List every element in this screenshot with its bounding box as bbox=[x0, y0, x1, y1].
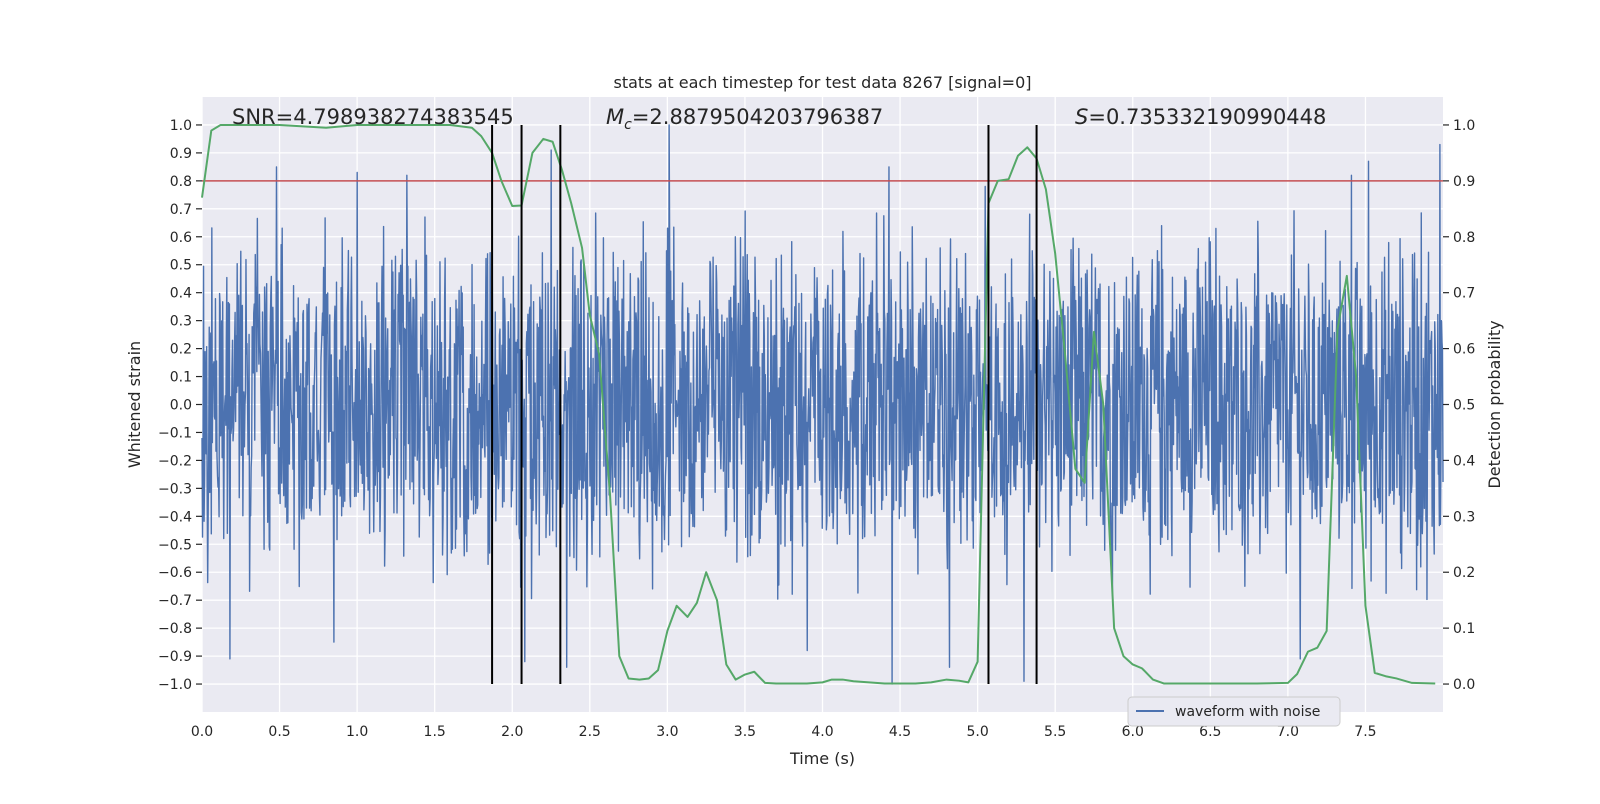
x-tick-label: 0.0 bbox=[191, 724, 213, 740]
x-tick-label: 6.5 bbox=[1199, 724, 1221, 740]
strain-line bbox=[201, 124, 1444, 685]
x-axis-label: Time (s) bbox=[789, 749, 855, 768]
y-tick-label: −0.8 bbox=[158, 621, 192, 637]
x-tick-label: 3.5 bbox=[734, 724, 756, 740]
y-tick-label: 0.2 bbox=[170, 342, 192, 358]
y-right-tick-label: 0.0 bbox=[1453, 677, 1475, 693]
y-right-tick-label: 0.9 bbox=[1453, 174, 1475, 190]
probability-series bbox=[201, 123, 1436, 685]
chirp-mass-subscript: c bbox=[624, 117, 632, 133]
y-tick-label: −0.5 bbox=[158, 537, 192, 553]
y-tick-label: 0.9 bbox=[170, 146, 192, 162]
strain-series bbox=[201, 124, 1444, 685]
y-tick-label: −0.1 bbox=[158, 425, 192, 441]
snr-annotation: SNR=4.798938274383545 bbox=[232, 105, 514, 129]
x-tick-label: 3.0 bbox=[656, 724, 678, 740]
annotations: SNR=4.798938274383545 Mc=2.8879504203796… bbox=[232, 105, 1326, 133]
y-tick-label: −1.0 bbox=[158, 677, 192, 693]
x-tick-label: 2.5 bbox=[579, 724, 601, 740]
x-tick-label: 2.0 bbox=[501, 724, 523, 740]
x-tick-label: 7.0 bbox=[1277, 724, 1299, 740]
y-tick-label: 0.3 bbox=[170, 314, 192, 330]
y-axis-right-label: Detection probability bbox=[1485, 320, 1504, 488]
y-right-tick-label: 1.0 bbox=[1453, 118, 1475, 134]
y-tick-label: 0.8 bbox=[170, 174, 192, 190]
y-tick-label: 0.0 bbox=[170, 398, 192, 414]
y-tick-label: −0.3 bbox=[158, 481, 192, 497]
y-tick-label: −0.6 bbox=[158, 565, 192, 581]
y-tick-label: −0.7 bbox=[158, 593, 192, 609]
x-tick-label: 5.5 bbox=[1044, 724, 1066, 740]
y-tick-label: 0.7 bbox=[170, 202, 192, 218]
legend-box bbox=[1127, 696, 1341, 727]
x-tick-label: 6.0 bbox=[1122, 724, 1144, 740]
probability-line bbox=[201, 123, 1436, 685]
y-tick-label: 0.1 bbox=[170, 370, 192, 386]
x-tick-label: 0.5 bbox=[268, 724, 290, 740]
chart-title: stats at each timestep for test data 826… bbox=[613, 73, 1031, 92]
y-tick-label: 0.4 bbox=[170, 286, 192, 302]
event-markers bbox=[491, 124, 1038, 685]
y-axis-label: Whitened strain bbox=[125, 341, 144, 468]
chirp-mass-symbol: M bbox=[606, 105, 624, 129]
x-tick-label: 5.0 bbox=[966, 724, 988, 740]
y-right-tick-label: 0.2 bbox=[1453, 565, 1475, 581]
x-tick-label: 4.0 bbox=[811, 724, 833, 740]
spin-symbol: S bbox=[1075, 105, 1088, 129]
y-tick-label: 0.5 bbox=[170, 258, 192, 274]
y-right-tick-label: 0.7 bbox=[1453, 286, 1475, 302]
y-tick-label: −0.2 bbox=[158, 453, 192, 469]
axes: 0.0 0.5 1.0 1.5 2.0 2.5 3.0 3.5 4.0 4.5 5.0 5.5 6.0 6… bbox=[158, 118, 1475, 740]
y-tick-label: −0.4 bbox=[158, 509, 192, 525]
legend: waveform with noise bbox=[1127, 696, 1341, 727]
y-tick-label: 0.6 bbox=[170, 230, 192, 246]
y-right-tick-label: 0.5 bbox=[1453, 398, 1475, 414]
chirp-mass-value: =2.8879504203796387 bbox=[632, 105, 883, 129]
x-tick-label: 7.5 bbox=[1354, 724, 1376, 740]
y-right-tick-label: 0.4 bbox=[1453, 453, 1475, 469]
spin-annotation: S=0.735332190990448 bbox=[1075, 105, 1326, 129]
legend-label-waveform: waveform with noise bbox=[1175, 704, 1320, 720]
chirp-mass-annotation: Mc=2.8879504203796387 bbox=[606, 105, 883, 133]
y-right-tick-label: 0.1 bbox=[1453, 621, 1475, 637]
y-tick-label: 1.0 bbox=[170, 118, 192, 134]
x-tick-label: 4.5 bbox=[889, 724, 911, 740]
y-tick-label: −0.9 bbox=[158, 649, 192, 665]
y-right-tick-label: 0.6 bbox=[1453, 342, 1475, 358]
x-tick-label: 1.5 bbox=[424, 724, 446, 740]
y-right-tick-label: 0.3 bbox=[1453, 509, 1475, 525]
x-tick-label: 1.0 bbox=[346, 724, 368, 740]
y-right-tick-label: 0.8 bbox=[1453, 230, 1475, 246]
spin-value: =0.735332190990448 bbox=[1088, 105, 1326, 129]
